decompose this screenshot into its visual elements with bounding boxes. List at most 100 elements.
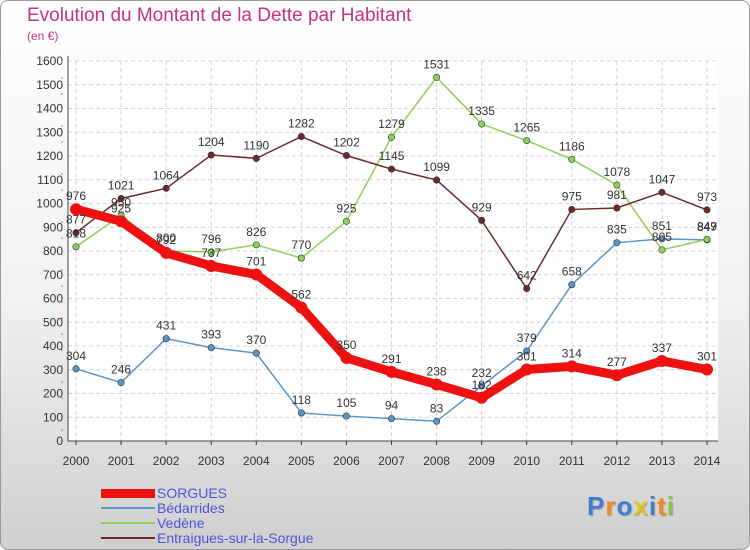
data-label: 1335: [468, 104, 495, 118]
data-label: 301: [517, 350, 537, 364]
data-label: 94: [385, 399, 399, 413]
data-point: [430, 378, 443, 391]
data-point: [523, 285, 531, 293]
data-label: 562: [291, 288, 311, 302]
y-tick-label: 1100: [37, 173, 63, 187]
data-point: [478, 120, 486, 128]
data-label: 277: [607, 355, 627, 369]
y-tick-label: 100: [43, 410, 63, 424]
data-label: 642: [517, 269, 537, 283]
data-point: [252, 241, 260, 249]
data-point: [565, 360, 578, 373]
data-label: 658: [562, 265, 582, 279]
data-label: 975: [562, 189, 582, 203]
legend-label: Bédarrides: [157, 500, 225, 516]
x-tick-label: 2008: [423, 454, 450, 468]
data-label: 1531: [423, 57, 450, 71]
data-point: [433, 176, 441, 184]
y-tick-label: 500: [43, 315, 63, 329]
x-tick-label: 2014: [694, 454, 721, 468]
data-point: [658, 188, 666, 196]
x-tick-label: 2004: [243, 454, 270, 468]
data-point: [703, 206, 711, 214]
data-label: 1047: [649, 172, 676, 186]
data-label: 792: [156, 233, 176, 247]
data-point: [475, 391, 488, 404]
data-label: 337: [652, 341, 672, 355]
data-label: 232: [472, 366, 492, 380]
data-label: 929: [472, 200, 492, 214]
data-label: 925: [336, 201, 356, 215]
legend-label: Entraigues-sur-la-Sorgue: [157, 530, 314, 546]
data-label: 877: [66, 213, 86, 227]
data-label: 1204: [198, 135, 225, 149]
data-point: [117, 195, 125, 203]
legend-swatch: [101, 522, 155, 524]
proxiti-logo: Proxiti: [587, 491, 675, 521]
x-tick-label: 2011: [559, 454, 585, 468]
data-point: [340, 351, 353, 364]
data-label: 1279: [378, 117, 405, 131]
data-label: 350: [336, 338, 356, 352]
data-point: [703, 235, 711, 243]
data-point: [250, 268, 263, 281]
data-label: 314: [562, 346, 582, 360]
data-point: [162, 335, 170, 343]
data-point: [568, 155, 576, 163]
data-label: 826: [246, 225, 266, 239]
data-point: [252, 349, 260, 357]
data-point: [433, 73, 441, 81]
data-point: [205, 259, 218, 272]
data-label: 291: [381, 352, 401, 366]
data-label: 800: [156, 231, 176, 245]
data-label: 835: [607, 223, 627, 237]
data-point: [207, 151, 215, 159]
data-point: [295, 301, 308, 314]
data-point: [252, 154, 260, 162]
data-point: [613, 204, 621, 212]
legend-swatch: [101, 537, 155, 539]
data-label: 973: [697, 190, 717, 204]
data-label: 370: [246, 333, 266, 347]
x-tick-label: 2000: [63, 454, 90, 468]
data-point: [342, 152, 350, 160]
data-label: 246: [111, 363, 131, 377]
data-point: [613, 181, 621, 189]
data-label: 1190: [243, 138, 269, 152]
data-point: [117, 379, 125, 387]
data-point: [568, 205, 576, 213]
y-tick-label: 600: [43, 292, 63, 306]
y-tick-label: 800: [43, 244, 63, 258]
data-label: 818: [66, 227, 86, 241]
data-point: [342, 217, 350, 225]
data-point: [207, 344, 215, 352]
data-point: [655, 354, 668, 367]
data-label: 796: [201, 232, 221, 246]
data-label: 393: [201, 328, 221, 342]
data-point: [342, 412, 350, 420]
data-point: [70, 203, 82, 216]
data-point: [387, 165, 395, 173]
y-tick-label: 1200: [36, 149, 63, 163]
y-tick-label: 700: [43, 268, 63, 282]
data-point: [160, 246, 173, 259]
data-label: 701: [246, 255, 266, 269]
data-point: [297, 133, 305, 141]
y-tick-label: 1400: [36, 102, 63, 116]
data-label: 976: [66, 189, 86, 203]
data-label: 925: [111, 201, 131, 215]
data-point: [207, 248, 215, 256]
data-point: [701, 363, 713, 376]
data-label: 950: [111, 195, 131, 209]
y-tick-label: 1000: [36, 197, 63, 211]
data-label: 805: [652, 230, 672, 244]
data-label: 379: [517, 331, 537, 345]
y-tick-label: 300: [43, 363, 63, 377]
data-label: 1145: [379, 149, 405, 163]
data-label: 301: [697, 350, 717, 364]
data-label: 981: [607, 188, 627, 202]
data-point: [433, 417, 441, 425]
x-tick-label: 2003: [198, 454, 225, 468]
data-point: [523, 347, 531, 355]
